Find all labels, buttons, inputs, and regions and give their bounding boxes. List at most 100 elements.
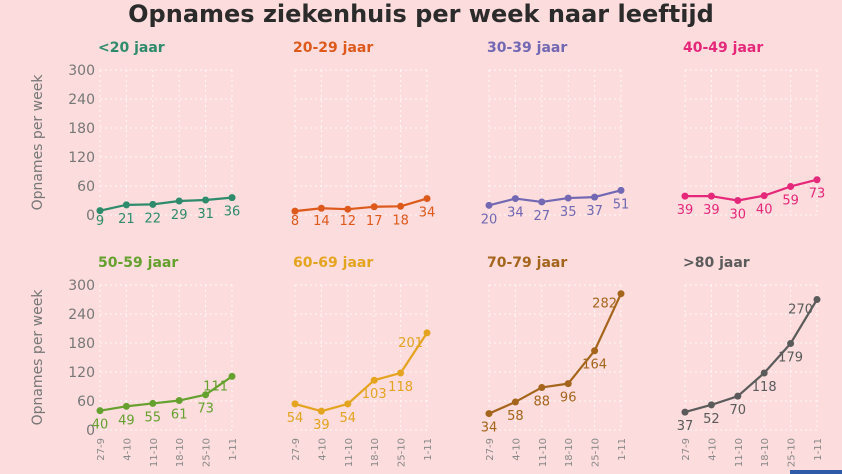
data-point: [291, 207, 299, 215]
x-tick-label: 27-9: [96, 438, 107, 461]
data-label: 282: [592, 297, 617, 312]
footer-bar: [790, 470, 842, 474]
data-point: [511, 398, 519, 406]
data-label: 27: [534, 209, 551, 224]
data-point: [591, 193, 599, 201]
data-label: 58: [507, 409, 524, 424]
data-point: [485, 201, 493, 209]
data-label: 164: [582, 358, 607, 373]
series-line: [294, 197, 428, 213]
y-tick-label: 120: [68, 365, 95, 381]
data-label: 14: [313, 214, 330, 229]
data-label: 70: [730, 403, 747, 418]
data-label: 73: [197, 402, 214, 417]
y-tick-label: 300: [68, 63, 95, 79]
data-label: 37: [677, 419, 694, 434]
data-point: [202, 391, 210, 399]
x-tick-label: 4-10: [707, 438, 718, 461]
data-label: 54: [287, 411, 304, 426]
data-label: 9: [96, 214, 104, 229]
x-tick-label: 4-10: [317, 438, 328, 461]
data-label: 55: [145, 410, 162, 425]
data-point: [734, 392, 742, 400]
x-tick-label: 11-10: [149, 438, 160, 467]
data-label: 40: [92, 418, 109, 433]
x-tick-label: 25-10: [787, 438, 798, 467]
data-point: [564, 380, 572, 388]
data-label: 61: [171, 408, 188, 423]
x-tick-label: 11-10: [734, 438, 745, 467]
series-line: [684, 298, 818, 414]
data-label: 20: [481, 212, 498, 227]
y-tick-label: 300: [68, 278, 95, 294]
data-point: [149, 200, 157, 208]
data-point: [681, 192, 689, 200]
x-tick-label: 25-10: [591, 438, 602, 467]
data-label: 12: [340, 214, 357, 229]
panel-title: 30-39 jaar: [487, 40, 567, 56]
data-point: [485, 410, 493, 418]
series-line: [685, 178, 818, 202]
panel-title: 40-49 jaar: [683, 40, 763, 56]
data-point: [291, 400, 299, 408]
y-tick-label: 240: [68, 92, 95, 108]
data-label: 39: [703, 203, 720, 218]
data-point: [175, 197, 183, 205]
data-label: 51: [613, 197, 630, 212]
x-tick-label: 11-10: [344, 438, 355, 467]
data-point: [122, 201, 130, 209]
chart-title: Opnames ziekenhuis per week naar leeftij…: [128, 0, 714, 28]
data-point: [122, 402, 130, 410]
data-label: 34: [419, 206, 436, 221]
data-point: [370, 203, 378, 211]
data-label: 179: [778, 350, 803, 365]
data-point: [538, 198, 546, 206]
data-label: 88: [534, 394, 551, 409]
data-label: 96: [560, 391, 577, 406]
data-point: [707, 192, 715, 200]
x-tick-label: 1-11: [228, 438, 239, 461]
data-point: [787, 339, 795, 347]
data-label: 36: [224, 205, 241, 220]
data-point: [370, 376, 378, 384]
x-tick-label: 4-10: [122, 438, 133, 461]
data-label: 34: [507, 206, 524, 221]
data-label: 54: [340, 411, 357, 426]
x-tick-label: 1-11: [423, 438, 434, 461]
panel-title: >80 jaar: [683, 255, 750, 271]
data-label: 17: [366, 214, 383, 229]
x-tick-label: 27-9: [681, 438, 692, 461]
data-point: [317, 407, 325, 415]
y-tick-label: 0: [86, 423, 95, 439]
data-point: [760, 369, 768, 377]
data-point: [707, 401, 715, 409]
y-tick-label: 60: [77, 394, 95, 410]
series-line: [294, 332, 428, 413]
x-tick-label: 25-10: [397, 438, 408, 467]
x-tick-label: 18-10: [760, 438, 771, 467]
data-point: [591, 347, 599, 355]
data-point: [564, 194, 572, 202]
data-label: 73: [809, 187, 826, 202]
data-label: 118: [388, 380, 413, 395]
x-tick-label: 18-10: [564, 438, 575, 467]
data-point: [175, 397, 183, 405]
data-label: 34: [481, 421, 498, 436]
data-label: 118: [752, 380, 777, 395]
x-tick-label: 11-10: [538, 438, 549, 467]
data-label: 18: [392, 213, 409, 228]
data-point: [617, 290, 625, 298]
data-label: 30: [730, 208, 747, 223]
x-tick-label: 1-11: [617, 438, 628, 461]
data-label: 35: [560, 205, 577, 220]
data-label: 39: [313, 418, 330, 433]
data-point: [96, 407, 104, 415]
y-tick-label: 240: [68, 307, 95, 323]
data-point: [397, 369, 405, 377]
data-point: [149, 399, 157, 407]
x-tick-label: 27-9: [485, 438, 496, 461]
data-point: [760, 192, 768, 200]
x-tick-label: 18-10: [175, 438, 186, 467]
y-axis-label: Opnames per week: [30, 289, 46, 426]
data-label: 21: [118, 212, 135, 227]
